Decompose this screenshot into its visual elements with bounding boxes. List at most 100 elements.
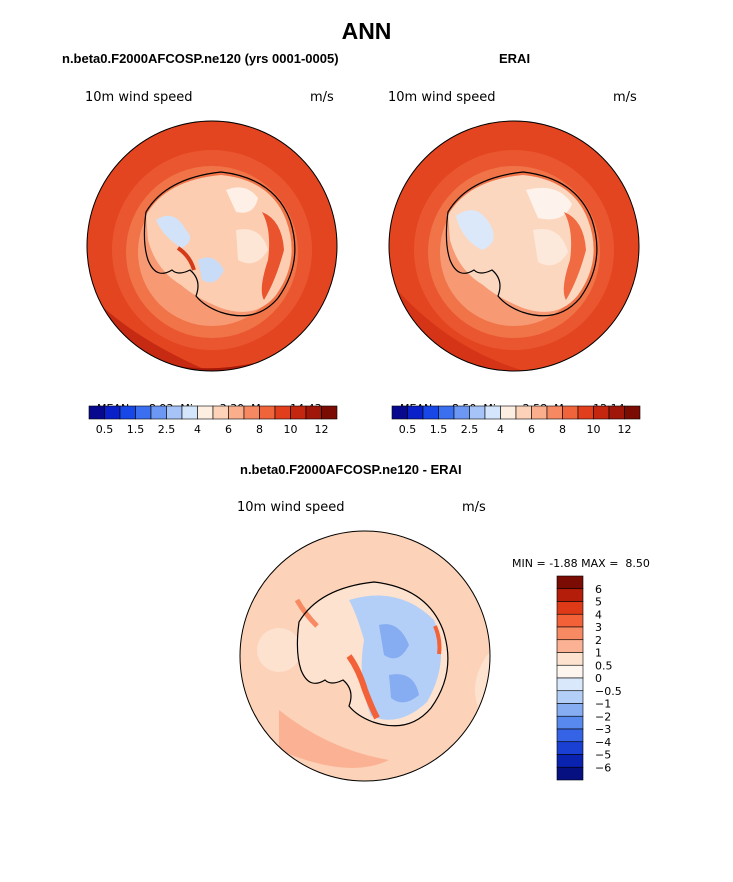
stats-diff: MIN = -1.88 MAX = 8.50 — [505, 544, 650, 570]
coastline — [445, 171, 598, 317]
panel-title-diff: n.beta0.F2000AFCOSP.ne120 - ERAI — [240, 462, 462, 477]
colorbar-tick-label: 0 — [595, 672, 602, 685]
colorbar-tick-label: 2 — [595, 634, 602, 647]
units-label-diff: m/s — [462, 500, 486, 515]
colorbar-tick-label: 12 — [618, 423, 632, 436]
colorbar-tick-label: 5 — [595, 596, 602, 609]
colorbar-obs: 0.5 1.5 2.5 4 6 8 10 12 — [391, 405, 641, 436]
colorbar-swatch — [119, 405, 136, 420]
variable-label-obs: 10m wind speed — [388, 90, 496, 105]
colorbar-swatch — [562, 405, 579, 420]
colorbar-swatch — [624, 405, 641, 420]
min-label: MIN = — [512, 557, 546, 570]
colorbar-tick-label: 2.5 — [461, 423, 479, 436]
colorbar-tick-label: −1 — [595, 698, 611, 711]
colorbar-tick-label: 4 — [194, 423, 201, 436]
variable-label-model: 10m wind speed — [85, 90, 193, 105]
page-title: ANN — [341, 18, 392, 44]
colorbar-tick-label: 8 — [559, 423, 566, 436]
colorbar-tick-label: −4 — [595, 736, 611, 749]
colorbar-swatch — [243, 405, 260, 420]
katabatic-strip-west — [176, 246, 196, 271]
colorbar-swatch — [166, 405, 183, 420]
colorbar-tick-label: 10 — [587, 423, 601, 436]
polar-map-model — [86, 120, 338, 372]
colorbar-swatch — [484, 405, 501, 420]
colorbar-tick-label: −0.5 — [595, 685, 622, 698]
colorbar-tick-label: −2 — [595, 710, 611, 723]
colorbar-tick-label: 1.5 — [127, 423, 145, 436]
colorbar-swatch — [228, 405, 245, 420]
colorbar-tick-label: 6 — [528, 423, 535, 436]
colorbar-tick-label: −6 — [595, 761, 611, 774]
units-label-obs: m/s — [613, 90, 637, 105]
colorbar-tick-label: −3 — [595, 723, 611, 736]
colorbar-swatch — [500, 405, 517, 420]
colorbar-swatch — [469, 405, 486, 420]
colorbar-swatch — [150, 405, 167, 420]
colorbar-swatch — [181, 405, 198, 420]
colorbar-swatch — [305, 405, 322, 420]
diff-fill-sector-s — [279, 710, 389, 768]
variable-label-diff: 10m wind speed — [237, 500, 345, 515]
colorbar-swatch — [608, 405, 625, 420]
colorbar-swatch — [407, 405, 424, 420]
colorbar-tick-label: 2.5 — [158, 423, 176, 436]
colorbar-swatch — [104, 405, 121, 420]
colorbar-swatch — [438, 405, 455, 420]
colorbar-swatch — [556, 664, 584, 679]
colorbar-tick-label: 1.5 — [430, 423, 448, 436]
colorbar-swatch — [259, 405, 276, 420]
polar-map-obs — [388, 120, 640, 372]
colorbar-swatch — [422, 405, 439, 420]
colorbar-swatch — [556, 588, 584, 602]
colorbar-tick-label: 6 — [225, 423, 232, 436]
negative-anomaly-core-2 — [389, 674, 419, 703]
positive-anomaly-strip — [346, 654, 380, 720]
colorbar-tick-label: 0.5 — [595, 659, 613, 672]
colorbar-swatch — [556, 703, 584, 717]
calm-interior-1 — [226, 187, 258, 213]
max-label: MAX = — [581, 557, 619, 570]
panel-title-obs: ERAI — [499, 51, 531, 66]
positive-anomaly-coast-e — [433, 625, 442, 655]
katabatic-strip-east — [563, 212, 586, 300]
colorbar-swatch — [515, 405, 532, 420]
colorbar-swatch — [556, 677, 584, 692]
map-border — [388, 120, 640, 372]
colorbar-swatch — [556, 626, 584, 641]
coastline — [143, 171, 296, 317]
colorbar-swatch — [274, 405, 291, 420]
colorbar-swatch — [577, 405, 594, 420]
colorbar-swatch — [212, 405, 229, 420]
colorbar-swatch — [556, 766, 584, 781]
colorbar-swatch — [556, 652, 584, 666]
calm-interior-1 — [526, 187, 572, 220]
colorbar-tick-label: 0.5 — [399, 423, 417, 436]
colorbar-swatch — [453, 405, 470, 420]
katabatic-strip-east — [261, 212, 284, 300]
units-label-model: m/s — [310, 90, 334, 105]
diff-fill-blob-w — [257, 628, 301, 672]
colorbar-tick-label: 0.5 — [96, 423, 114, 436]
colorbar-tick-label: 1 — [595, 647, 602, 660]
low-wind-patch-1 — [456, 210, 494, 250]
colorbar-swatch — [556, 741, 584, 755]
colorbar-tick-label: 4 — [497, 423, 504, 436]
calm-interior-2 — [236, 229, 268, 264]
colorbar-tick-label: 8 — [256, 423, 263, 436]
colorbar-swatch — [556, 690, 584, 704]
colorbar-swatch — [556, 613, 584, 628]
colorbar-swatch — [546, 405, 563, 420]
colorbar-swatch — [321, 405, 338, 420]
colorbar-swatch — [88, 405, 105, 420]
colorbar-swatch — [556, 715, 584, 730]
colorbar-swatch — [556, 601, 584, 615]
colorbar-tick-label: 10 — [284, 423, 298, 436]
polar-map-diff — [239, 530, 491, 782]
colorbar-swatch — [135, 405, 152, 420]
colorbar-swatch — [556, 639, 584, 653]
colorbar-tick-label: 3 — [595, 621, 602, 634]
colorbar-swatch — [556, 728, 584, 743]
colorbar-tick-label: −5 — [595, 749, 611, 762]
